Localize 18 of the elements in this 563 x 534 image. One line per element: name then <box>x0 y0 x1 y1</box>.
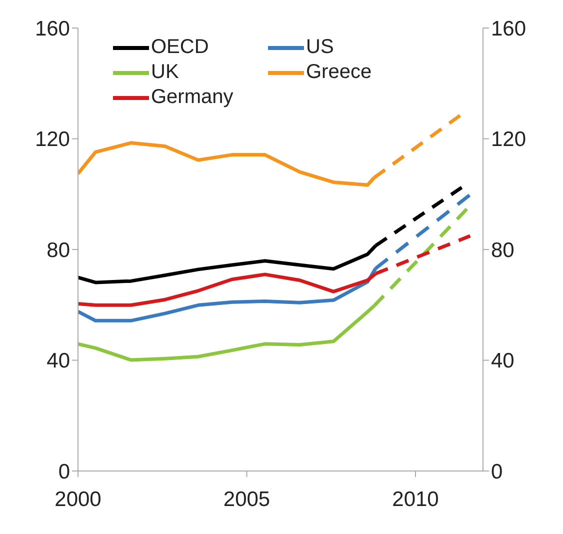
y2-tick-label: 80 <box>491 238 514 262</box>
y2-tick-label: 40 <box>491 350 514 373</box>
legend-label: US <box>306 36 334 59</box>
y-tick-label: 0 <box>58 460 70 484</box>
legend-label: Greece <box>306 61 372 84</box>
legend-label: Germany <box>151 86 234 109</box>
y2-tick-label: 120 <box>491 128 526 152</box>
y-tick-label: 120 <box>34 128 70 152</box>
x-tick-label: 2010 <box>392 488 439 511</box>
x-tick-label: 2000 <box>54 488 102 511</box>
legend-label: OECD <box>151 36 209 59</box>
legend-label: UK <box>151 61 179 84</box>
y2-tick-label: 160 <box>491 17 526 40</box>
y-tick-label: 160 <box>34 17 70 40</box>
y-tick-label: 80 <box>46 238 70 262</box>
y2-tick-label: 0 <box>491 460 503 484</box>
y-tick-label: 40 <box>46 350 70 373</box>
x-tick-label: 2005 <box>223 488 270 511</box>
